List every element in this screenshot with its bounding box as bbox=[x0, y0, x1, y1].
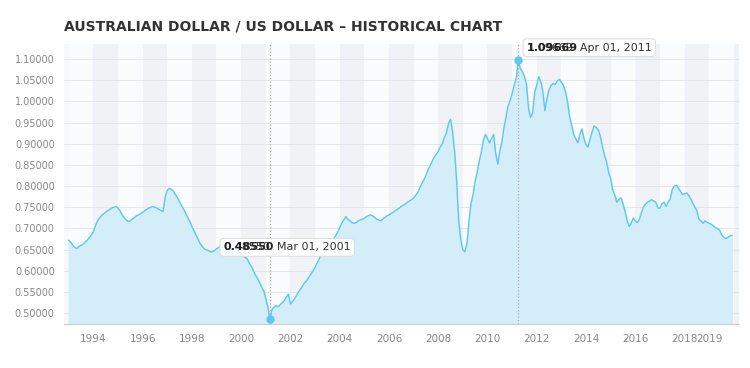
Bar bbox=[710, 44, 734, 324]
Bar bbox=[488, 44, 512, 324]
Bar bbox=[69, 44, 93, 324]
Bar bbox=[266, 44, 290, 324]
Bar bbox=[512, 44, 537, 324]
Bar bbox=[562, 44, 586, 324]
Bar bbox=[438, 44, 463, 324]
Bar bbox=[93, 44, 118, 324]
Bar bbox=[586, 44, 610, 324]
Bar bbox=[610, 44, 635, 324]
Bar bbox=[118, 44, 142, 324]
Bar bbox=[192, 44, 217, 324]
Bar bbox=[315, 44, 340, 324]
Bar bbox=[340, 44, 364, 324]
Bar bbox=[389, 44, 413, 324]
Bar bbox=[167, 44, 192, 324]
Bar bbox=[142, 44, 167, 324]
Bar bbox=[537, 44, 562, 324]
Bar bbox=[364, 44, 389, 324]
Bar bbox=[217, 44, 241, 324]
Bar bbox=[635, 44, 660, 324]
Bar bbox=[413, 44, 438, 324]
Bar bbox=[660, 44, 685, 324]
Bar bbox=[290, 44, 315, 324]
Text: 0.48550  Mar 01, 2001: 0.48550 Mar 01, 2001 bbox=[224, 243, 350, 252]
Bar bbox=[734, 44, 750, 324]
Text: AUSTRALIAN DOLLAR / US DOLLAR – HISTORICAL CHART: AUSTRALIAN DOLLAR / US DOLLAR – HISTORIC… bbox=[64, 19, 502, 33]
Bar bbox=[463, 44, 488, 324]
Text: 1.09669  Apr 01, 2011: 1.09669 Apr 01, 2011 bbox=[527, 43, 652, 53]
Bar bbox=[241, 44, 266, 324]
Bar bbox=[685, 44, 709, 324]
Text: 1.09669: 1.09669 bbox=[527, 43, 578, 53]
Text: 0.48550: 0.48550 bbox=[224, 243, 274, 252]
